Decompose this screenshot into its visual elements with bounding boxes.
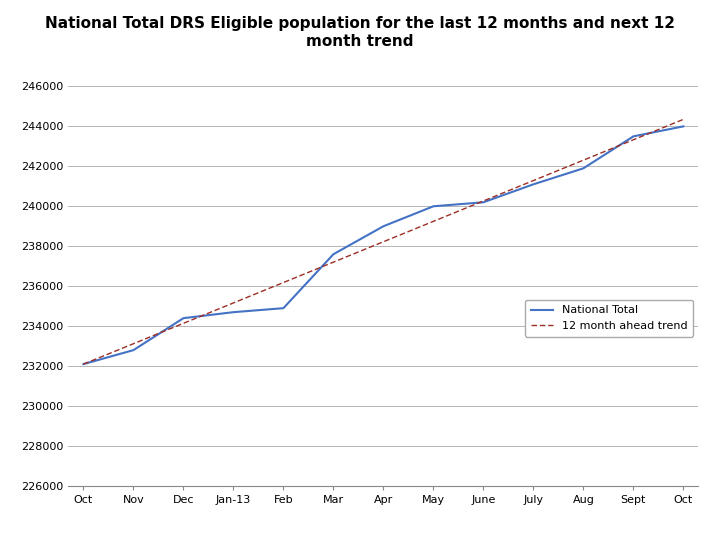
12 month ahead trend: [529, 177, 538, 184]
National Total: [529, 181, 538, 187]
12 month ahead trend: [129, 341, 138, 347]
National Total: [579, 165, 588, 172]
12 month ahead trend: [79, 361, 88, 367]
12 month ahead trend: [679, 116, 688, 123]
National Total: [679, 123, 688, 130]
12 month ahead trend: [379, 239, 387, 245]
National Total: [429, 203, 438, 210]
National Total: [329, 251, 338, 258]
National Total: [79, 361, 88, 367]
12 month ahead trend: [279, 279, 288, 286]
Legend: National Total, 12 month ahead trend: National Total, 12 month ahead trend: [525, 300, 693, 336]
National Total: [279, 305, 288, 312]
12 month ahead trend: [179, 320, 188, 327]
Line: National Total: National Total: [84, 126, 683, 364]
12 month ahead trend: [229, 300, 238, 306]
National Total: [129, 347, 138, 353]
12 month ahead trend: [629, 137, 638, 143]
12 month ahead trend: [479, 198, 487, 204]
12 month ahead trend: [429, 218, 438, 225]
12 month ahead trend: [329, 259, 338, 265]
National Total: [229, 309, 238, 315]
12 month ahead trend: [579, 157, 588, 164]
Line: 12 month ahead trend: 12 month ahead trend: [84, 119, 683, 364]
National Total: [379, 223, 387, 230]
National Total: [629, 133, 638, 140]
Text: National Total DRS Eligible population for the last 12 months and next 12
month : National Total DRS Eligible population f…: [45, 16, 675, 49]
National Total: [179, 315, 188, 321]
National Total: [479, 199, 487, 206]
